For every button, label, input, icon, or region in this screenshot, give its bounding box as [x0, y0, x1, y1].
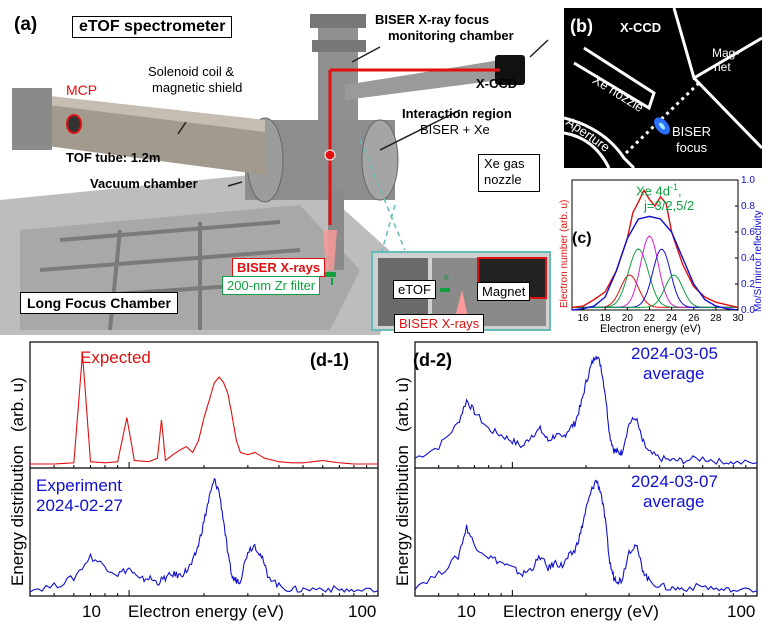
panel-c-xtick-label: 22 [644, 313, 656, 324]
panel-b: (b) X-CCD Mag- net Xe nozzle Aperture BI… [564, 8, 762, 168]
panel-d1-frame [29, 341, 379, 597]
panel-c-component-3 [572, 248, 738, 308]
panel-d1-ylabel-bottom: Energy distribution [8, 445, 27, 586]
panel-c-xtick-label: 24 [666, 313, 678, 324]
biser-chamber-label-1: BISER X-ray focus [375, 12, 490, 27]
e-label: e [444, 272, 450, 282]
panel-d2-chart [414, 341, 758, 597]
panel-d1-series-1 [29, 477, 379, 594]
mcp-label: MCP [66, 82, 98, 98]
panel-d2-ylabel-top: (arb. u) [393, 377, 412, 432]
panel-c-ylabel-right: Mo/Si mirror reflectivity [753, 210, 764, 312]
panel-d2-series-0 [414, 354, 758, 465]
panel-b-magnet-2: net [714, 60, 731, 74]
panel-c: 16 18 20 22 24 26 28 30 0.0 0.2 0.4 0.6 0.8 1.0 (c) X… [554, 172, 766, 337]
panel-c-ytick-label: 0.8 [741, 201, 755, 212]
panel-d2-xlabel: Electron energy (eV) [503, 602, 659, 621]
panel-d2-ylabel-bottom: Energy distribution [393, 445, 412, 586]
panel-d1-series-0 [30, 353, 378, 465]
tof-tube-label: TOF tube: 1.2m [66, 150, 161, 165]
panel-b-label: (b) [570, 16, 593, 36]
panel-c-annotation-main: Xe 4d [636, 183, 670, 199]
vacuum-chamber-label: Vacuum chamber [90, 176, 198, 191]
panel-c-series-0 [571, 188, 739, 309]
etof-label: eTOF [393, 280, 436, 299]
panel-c-frame [571, 179, 739, 311]
panel-d2-label: (d-2) [413, 350, 452, 370]
panel-c-xtick-label: 18 [600, 313, 612, 324]
panel-c-xtick-label: 28 [710, 313, 722, 324]
panel-d2-bottom-2: average [643, 492, 705, 511]
biser-xrays-inset-label: BISER X-rays [394, 314, 485, 333]
panel-c-xtick-label: 16 [578, 313, 590, 324]
panel-d2-xtick-10: 10 [457, 602, 476, 621]
panel-c-ytick-label: 1.0 [741, 175, 755, 186]
xe-nozzle-box [478, 154, 540, 192]
xe-nozzle-label-1: Xe gas [484, 156, 525, 171]
panel-d2-xtick-100: 100 [727, 602, 756, 621]
panel-d1-xtick-100: 100 [348, 602, 377, 621]
zr-filter-label: 200-nm Zr filter [222, 276, 321, 295]
panel-d1-expected: Expected [80, 348, 151, 367]
xe-nozzle-label-2: nozzle [484, 172, 522, 187]
solenoid-label-1: Solenoid coil & [148, 64, 234, 79]
panel-d2-top-2: average [643, 364, 705, 383]
magnet-label: Magnet [477, 282, 531, 301]
panel-c-component-1 [572, 248, 738, 308]
interaction-label-2: BISER + Xe [420, 122, 490, 137]
panel-c-ytick-label: 0.6 [741, 227, 755, 238]
panel-c-ytick-label: 0.4 [741, 253, 755, 264]
panel-d1-experiment-2: 2024-02-27 [36, 496, 123, 515]
panel-c-component-4 [572, 274, 738, 308]
panel-d1-xtick-10: 10 [82, 602, 101, 621]
panel-d2: (d-2) 2024-03-05 average 2024-03-07 aver… [385, 338, 766, 623]
panel-a-label: (a) [14, 14, 38, 35]
panel-b-magnet-1: Mag- [712, 46, 740, 60]
panel-c-xtick-label: 30 [732, 313, 744, 324]
panel-d1-xlabel: Electron energy (eV) [128, 602, 284, 621]
panel-c-series-1 [571, 215, 739, 311]
panel-c-annotation-1: Xe 4d-1, [636, 182, 682, 198]
panel-d1-chart [29, 341, 379, 597]
panel-d2-top-1: 2024-03-05 [631, 344, 718, 363]
panel-c-chart: 16 18 20 22 24 26 28 300.0 0.2 0.4 0.6 0.8 1.0 [571, 175, 755, 324]
panel-b-focus-1: BISER [672, 124, 712, 139]
panel-c-xlabel: Electron energy (eV) [600, 323, 701, 335]
panel-d1-experiment-1: Experiment [36, 476, 122, 495]
solenoid-label-2: magnetic shield [152, 80, 243, 95]
interaction-label-1: Interaction region [402, 106, 512, 121]
panel-c-ytick-label: 0.2 [741, 279, 755, 290]
panel-a: (a) eTOF spectrometer MCP Solenoid coil … [0, 0, 562, 335]
panel-c-xtick-label: 20 [622, 313, 634, 324]
panel-c-annotation-2: j=3/2,5/2 [644, 198, 695, 213]
panel-b-focus-2: focus [676, 140, 708, 155]
biser-chamber-label-2: monitoring chamber [388, 28, 514, 43]
panel-c-ylabel-left: Electron number (arb. u) [559, 199, 570, 308]
panel-a-title: eTOF spectrometer [72, 16, 233, 38]
panel-d1-label: (d-1) [310, 350, 349, 370]
panel-c-xtick-label: 26 [688, 313, 700, 324]
panel-c-component-0 [572, 274, 738, 308]
panel-c-component-2 [572, 235, 738, 308]
panel-d2-series-1 [414, 479, 758, 593]
panel-c-annotation-comma: , [678, 183, 682, 199]
panel-c-annotation-sup: -1 [669, 182, 678, 192]
long-focus-chamber-label: Long Focus Chamber [20, 292, 178, 314]
panel-c-ytick-label: 0.0 [741, 305, 755, 316]
panel-c-label: (c) [572, 230, 592, 247]
biser-xrays-label: BISER X-rays [232, 258, 326, 277]
panel-d2-bottom-1: 2024-03-07 [631, 472, 718, 491]
panel-d1: (d-1) Expected Experiment 2024-02-27 (ar… [0, 338, 385, 623]
xccd-label: X-CCD [476, 76, 518, 91]
panel-b-xccd: X-CCD [620, 20, 662, 35]
panel-d1-ylabel-top: (arb. u) [8, 377, 27, 432]
xccd-image [564, 8, 762, 168]
